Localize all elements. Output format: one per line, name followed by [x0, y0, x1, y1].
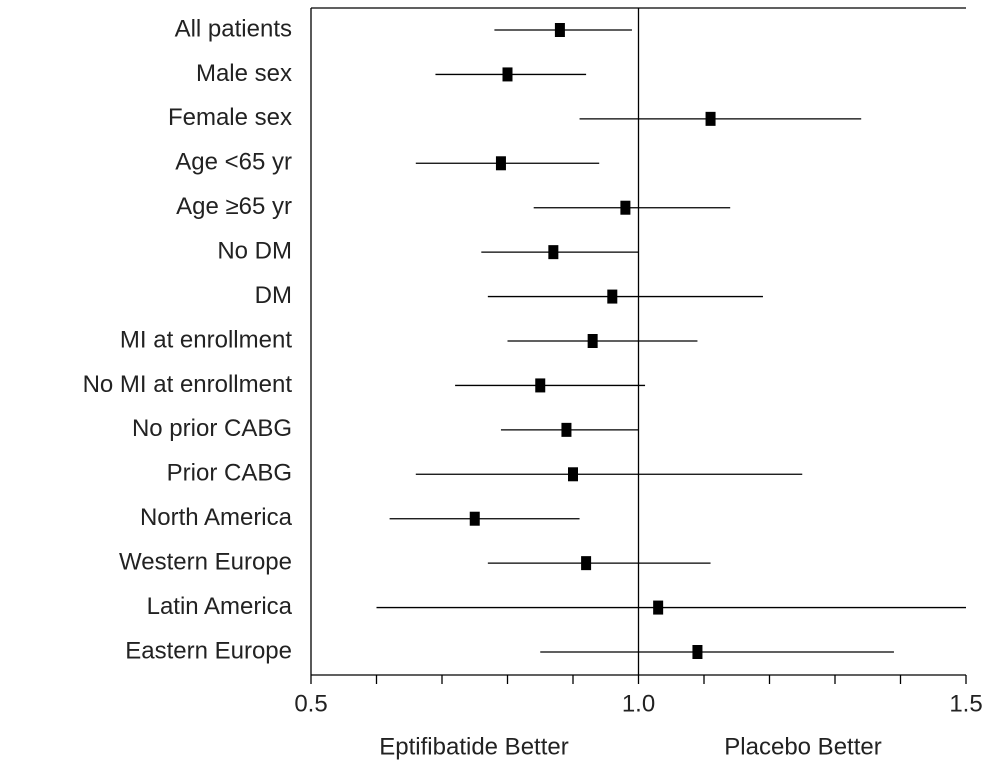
- point-estimate: [587, 334, 598, 348]
- point-estimate: [581, 556, 592, 571]
- point-estimate: [653, 600, 664, 615]
- point-estimate: [620, 200, 631, 215]
- point-estimate: [705, 111, 716, 126]
- point-estimate: [469, 511, 480, 526]
- point-estimate: [554, 23, 565, 37]
- row-label: No prior CABG: [132, 415, 292, 442]
- row-label: Female sex: [168, 104, 292, 131]
- row-label: All patients: [175, 15, 292, 42]
- point-estimate: [607, 289, 618, 304]
- point-estimate: [548, 245, 559, 260]
- row-label: Male sex: [196, 60, 292, 87]
- row-label: North America: [140, 504, 293, 531]
- point-estimate: [568, 467, 578, 482]
- row-label: No MI at enrollment: [83, 371, 293, 398]
- point-estimate: [692, 645, 703, 659]
- row-label: Latin America: [147, 593, 293, 620]
- x-tick-label: 0.5: [294, 690, 327, 717]
- x-tick-label: 1.5: [949, 690, 982, 717]
- left-label: Eptifibatide Better: [379, 733, 568, 760]
- row-label: Eastern Europe: [125, 637, 292, 664]
- row-label: MI at enrollment: [120, 326, 292, 353]
- right-label: Placebo Better: [724, 733, 881, 760]
- point-estimate: [495, 156, 506, 171]
- row-label: DM: [255, 282, 292, 309]
- row-label: Age <65 yr: [175, 149, 292, 176]
- row-label: Western Europe: [119, 548, 292, 575]
- row-label: No DM: [217, 237, 292, 264]
- point-estimate: [502, 67, 513, 82]
- row-label: Age ≥65 yr: [176, 193, 292, 220]
- point-estimate: [561, 422, 572, 437]
- row-label: Prior CABG: [167, 460, 292, 487]
- x-tick-label: 1.0: [622, 690, 655, 717]
- point-estimate: [535, 378, 546, 393]
